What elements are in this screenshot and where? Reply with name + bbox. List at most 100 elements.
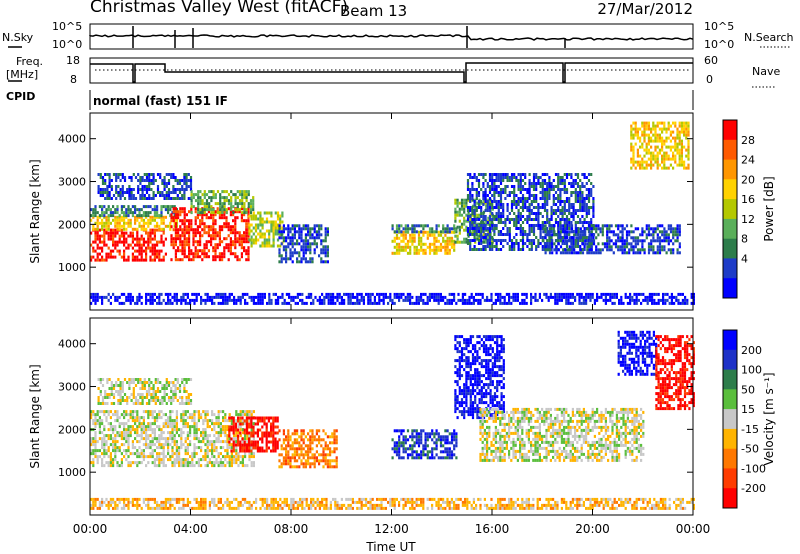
echo-cell <box>241 292 244 296</box>
echo-cell <box>149 443 152 447</box>
echo-cell <box>216 243 219 247</box>
echo-cell <box>131 298 134 302</box>
echo-cell <box>532 185 536 188</box>
echo-cell <box>567 295 570 299</box>
echo-cell <box>94 434 97 438</box>
echo-cell <box>486 203 489 206</box>
echo-cell <box>621 242 624 246</box>
echo-cell <box>528 248 531 251</box>
echo-cell <box>158 425 161 429</box>
echo-cell <box>191 292 194 296</box>
echo-cell <box>525 295 528 299</box>
echo-cell <box>160 208 163 212</box>
echo-cell <box>252 199 255 203</box>
echo-cell <box>467 234 470 238</box>
echo-cell <box>217 431 220 435</box>
echo-cell <box>538 295 541 299</box>
echo-cell <box>460 240 464 244</box>
echo-cell <box>204 443 207 447</box>
echo-cell <box>194 255 197 259</box>
echo-cell <box>400 239 403 243</box>
echo-cell <box>338 301 341 305</box>
echo-cell <box>466 194 470 197</box>
echo-cell <box>263 241 266 245</box>
echo-cell <box>182 298 185 302</box>
echo-cell <box>563 233 566 236</box>
echo-cell <box>656 136 659 140</box>
echo-cell <box>92 249 95 253</box>
echo-cell <box>120 240 123 244</box>
echo-cell <box>207 228 210 232</box>
echo-cell <box>537 176 540 179</box>
echo-cell <box>117 176 120 179</box>
echo-cell <box>150 188 153 191</box>
echo-cell <box>550 230 553 233</box>
echo-cell <box>103 228 106 232</box>
echo-cell <box>103 464 106 468</box>
echo-cell <box>136 301 139 305</box>
echo-cell <box>590 221 593 224</box>
echo-cell <box>535 200 538 203</box>
echo-cell <box>164 437 167 441</box>
echo-cell <box>136 234 139 238</box>
echo-cell <box>96 215 99 219</box>
echo-cell <box>134 301 137 305</box>
echo-cell <box>630 127 633 131</box>
echo-cell <box>654 160 657 164</box>
echo-cell <box>623 248 626 252</box>
echo-cell <box>175 425 178 429</box>
echo-cell <box>261 292 264 296</box>
echo-cell <box>107 455 110 459</box>
echo-cell <box>448 227 451 231</box>
echo-cell <box>676 251 679 255</box>
echo-cell <box>420 295 423 299</box>
echo-cell <box>116 231 119 235</box>
echo-cell <box>182 431 185 435</box>
echo-cell <box>506 227 509 230</box>
echo-cell <box>211 301 214 305</box>
echo-cell <box>115 185 118 188</box>
echo-cell <box>590 245 593 249</box>
echo-cell <box>552 295 555 299</box>
echo-cell <box>636 251 640 255</box>
echo-cell <box>685 136 688 140</box>
echo-cell <box>568 206 571 209</box>
echo-cell <box>528 203 531 206</box>
echo-cell <box>524 203 527 206</box>
echo-cell <box>652 154 655 158</box>
echo-cell <box>268 241 271 245</box>
echo-cell <box>532 230 536 233</box>
echo-cell <box>98 416 101 420</box>
echo-cell <box>177 210 180 214</box>
echo-cell <box>265 238 269 242</box>
echo-cell <box>153 434 156 438</box>
echo-cell <box>219 458 222 462</box>
echo-cell <box>322 260 325 264</box>
echo-cell <box>118 446 121 450</box>
echo-cell <box>461 295 464 299</box>
echo-cell <box>685 130 688 134</box>
echo-cell <box>180 464 183 468</box>
echo-cell <box>248 226 251 230</box>
echo-cell <box>189 431 192 435</box>
echo-cell <box>259 301 262 305</box>
y-tick-label: 4000 <box>58 133 86 146</box>
echo-cell <box>131 255 134 259</box>
echo-cell <box>393 295 396 299</box>
echo-cell <box>472 301 475 305</box>
echo-cell <box>678 142 681 146</box>
echo-cell <box>214 234 217 238</box>
echo-cell <box>257 292 260 296</box>
echo-cell <box>171 205 174 209</box>
echo-cell <box>685 124 688 128</box>
echo-cell <box>189 425 192 429</box>
echo-cell <box>557 209 560 212</box>
echo-cell <box>510 242 514 245</box>
echo-cell <box>210 190 213 194</box>
echo-cell <box>680 154 683 158</box>
echo-cell <box>170 219 173 223</box>
echo-cell <box>107 231 110 235</box>
echo-cell <box>96 243 99 247</box>
echo-cell <box>125 295 128 299</box>
echo-cell <box>151 231 154 235</box>
